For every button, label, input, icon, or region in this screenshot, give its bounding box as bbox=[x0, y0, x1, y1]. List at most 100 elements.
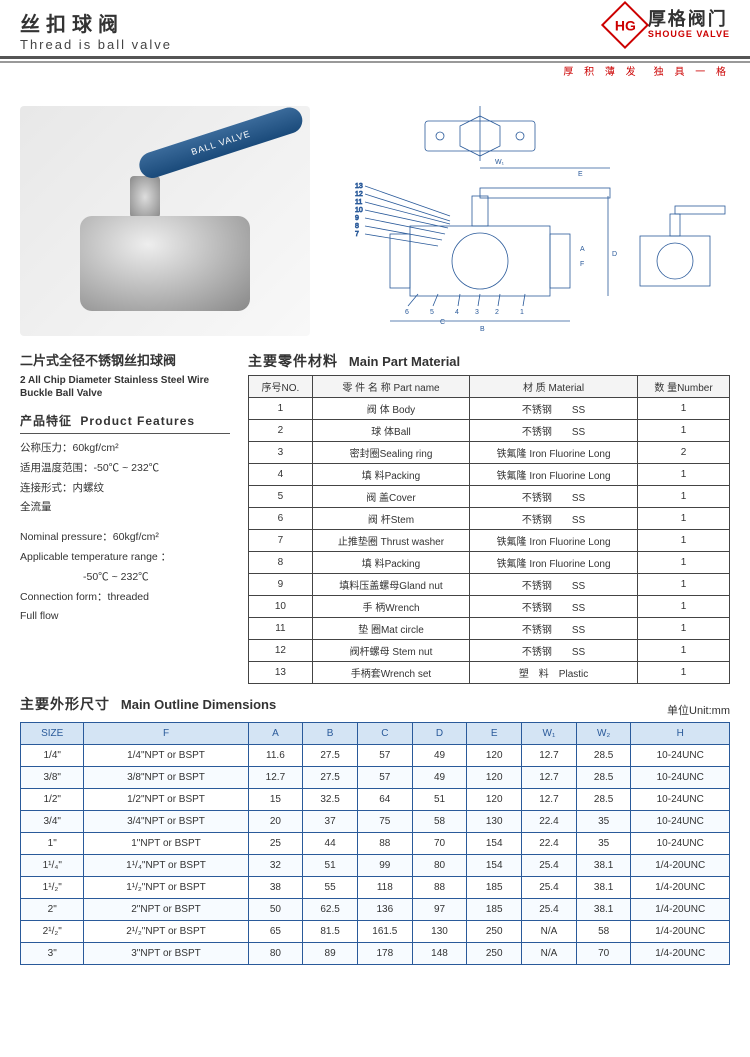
dim-col-header: C bbox=[357, 723, 412, 745]
table-cell: 12.7 bbox=[522, 767, 577, 789]
table-cell: 1/4-20UNC bbox=[631, 855, 730, 877]
table-cell: 不锈钢 SS bbox=[470, 486, 638, 508]
table-row: 3/4"3/4"NPT or BSPT2037755813022.43510-2… bbox=[21, 811, 730, 833]
svg-text:5: 5 bbox=[430, 309, 434, 316]
svg-text:3: 3 bbox=[475, 309, 479, 316]
table-row: 12阀杆螺母 Stem nut不锈钢 SS1 bbox=[249, 640, 730, 662]
table-cell: 15 bbox=[248, 789, 303, 811]
logo-mark-icon: HG bbox=[601, 1, 649, 49]
image-row: BALL VALVE W₁ 13 12 11 10 9 8 bbox=[0, 86, 750, 351]
table-cell: 2¹/₂" bbox=[21, 921, 84, 943]
table-cell: 2" bbox=[21, 899, 84, 921]
table-cell: 阀 体 Body bbox=[312, 398, 469, 420]
table-cell: 154 bbox=[467, 833, 522, 855]
product-name-en: 2 All Chip Diameter Stainless Steel Wire… bbox=[20, 374, 230, 400]
table-cell: 80 bbox=[248, 943, 303, 965]
table-cell: 2"NPT or BSPT bbox=[84, 899, 248, 921]
table-row: 7止推垫圈 Thrust washer铁氟隆 Iron Fluorine Lon… bbox=[249, 530, 730, 552]
table-row: 4填 料Packing铁氟隆 Iron Fluorine Long1 bbox=[249, 464, 730, 486]
table-cell: 58 bbox=[576, 921, 631, 943]
svg-text:1: 1 bbox=[520, 309, 524, 316]
table-cell: 1 bbox=[637, 398, 729, 420]
dim-col-header: W₂ bbox=[576, 723, 631, 745]
technical-diagram: W₁ 13 12 11 10 9 8 7 65 43 21 bbox=[330, 106, 730, 341]
table-cell: 250 bbox=[467, 943, 522, 965]
table-cell: 不锈钢 SS bbox=[470, 574, 638, 596]
dimensions-title: 主要外形尺寸 Main Outline Dimensions bbox=[20, 694, 276, 714]
logo-text: 厚格阀门 SHOUGE VALVE bbox=[648, 10, 730, 40]
table-row: 10手 柄Wrench不锈钢 SS1 bbox=[249, 596, 730, 618]
table-cell: 10-24UNC bbox=[631, 767, 730, 789]
table-cell: 130 bbox=[412, 921, 467, 943]
table-cell: 44 bbox=[303, 833, 358, 855]
table-cell: 89 bbox=[303, 943, 358, 965]
table-cell: 1¹/₄" bbox=[21, 855, 84, 877]
dim-col-header: SIZE bbox=[21, 723, 84, 745]
table-cell: 49 bbox=[412, 767, 467, 789]
table-row: 2¹/₂"2¹/₂"NPT or BSPT6581.5161.5130250N/… bbox=[21, 921, 730, 943]
table-cell: 11.6 bbox=[248, 745, 303, 767]
table-cell: 3"NPT or BSPT bbox=[84, 943, 248, 965]
table-cell: 1 bbox=[637, 618, 729, 640]
table-cell: 25.4 bbox=[522, 855, 577, 877]
table-cell: 32 bbox=[248, 855, 303, 877]
dimensions-table-header: SIZEFABCDEW₁W₂H bbox=[21, 723, 730, 745]
table-cell: 填 料Packing bbox=[312, 464, 469, 486]
table-cell: 1 bbox=[637, 508, 729, 530]
dimensions-section: 主要外形尺寸 Main Outline Dimensions 单位Unit:mm… bbox=[0, 694, 750, 985]
parts-title-en: Main Part Material bbox=[349, 354, 460, 369]
feature-line: Connection form：threaded bbox=[20, 589, 230, 606]
parts-title-cn: 主要零件材料 bbox=[248, 353, 338, 369]
table-cell: 1 bbox=[249, 398, 313, 420]
table-cell: 12.7 bbox=[248, 767, 303, 789]
table-cell: 9 bbox=[249, 574, 313, 596]
table-cell: 阀 盖Cover bbox=[312, 486, 469, 508]
table-cell: 密封圈Sealing ring bbox=[312, 442, 469, 464]
svg-text:W₁: W₁ bbox=[495, 159, 505, 166]
table-cell: 88 bbox=[357, 833, 412, 855]
table-row: 9填料压盖螺母Gland nut不锈钢 SS1 bbox=[249, 574, 730, 596]
table-cell: 1 bbox=[637, 662, 729, 684]
table-cell: 35 bbox=[576, 833, 631, 855]
parts-col-header: 序号NO. bbox=[249, 376, 313, 398]
feature-line: 公称压力：60kgf/cm² bbox=[20, 440, 230, 457]
svg-text:11: 11 bbox=[355, 199, 362, 206]
table-cell: 120 bbox=[467, 789, 522, 811]
table-row: 1¹/₂"1¹/₂"NPT or BSPT38551188818525.438.… bbox=[21, 877, 730, 899]
table-row: 3"3"NPT or BSPT8089178148250N/A701/4-20U… bbox=[21, 943, 730, 965]
svg-text:C: C bbox=[440, 319, 445, 326]
features-list-cn: 公称压力：60kgf/cm²适用温度范围：-50℃ ~ 232℃连接形式：内螺纹… bbox=[20, 440, 230, 516]
svg-text:6: 6 bbox=[405, 309, 409, 316]
table-cell: 37 bbox=[303, 811, 358, 833]
table-cell: 填 料Packing bbox=[312, 552, 469, 574]
svg-text:B: B bbox=[480, 326, 485, 333]
svg-text:D: D bbox=[612, 251, 617, 258]
feature-line: 全流量 bbox=[20, 499, 230, 516]
table-cell: 75 bbox=[357, 811, 412, 833]
features-header-en: Product Features bbox=[80, 414, 195, 428]
table-cell: 3 bbox=[249, 442, 313, 464]
svg-text:13: 13 bbox=[355, 183, 363, 190]
table-cell: 28.5 bbox=[576, 789, 631, 811]
table-cell: 38.1 bbox=[576, 877, 631, 899]
table-cell: 4 bbox=[249, 464, 313, 486]
logo-mark-text: HG bbox=[614, 17, 635, 33]
table-cell: 手柄套Wrench set bbox=[312, 662, 469, 684]
table-cell: 148 bbox=[412, 943, 467, 965]
table-cell: 51 bbox=[412, 789, 467, 811]
logo-cn: 厚格阀门 bbox=[648, 10, 730, 30]
table-cell: 62.5 bbox=[303, 899, 358, 921]
table-cell: 25.4 bbox=[522, 877, 577, 899]
table-cell: 130 bbox=[467, 811, 522, 833]
table-cell: 27.5 bbox=[303, 745, 358, 767]
table-cell: 10-24UNC bbox=[631, 811, 730, 833]
table-cell: 2 bbox=[249, 420, 313, 442]
table-cell: 178 bbox=[357, 943, 412, 965]
table-cell: 填料压盖螺母Gland nut bbox=[312, 574, 469, 596]
valve-stem-shape bbox=[130, 176, 160, 218]
features-column: 二片式全径不锈钢丝扣球阀 2 All Chip Diameter Stainle… bbox=[20, 351, 230, 684]
table-cell: 7 bbox=[249, 530, 313, 552]
table-cell: 118 bbox=[357, 877, 412, 899]
logo: HG 厚格阀门 SHOUGE VALVE bbox=[608, 8, 730, 42]
table-cell: 球 体Ball bbox=[312, 420, 469, 442]
